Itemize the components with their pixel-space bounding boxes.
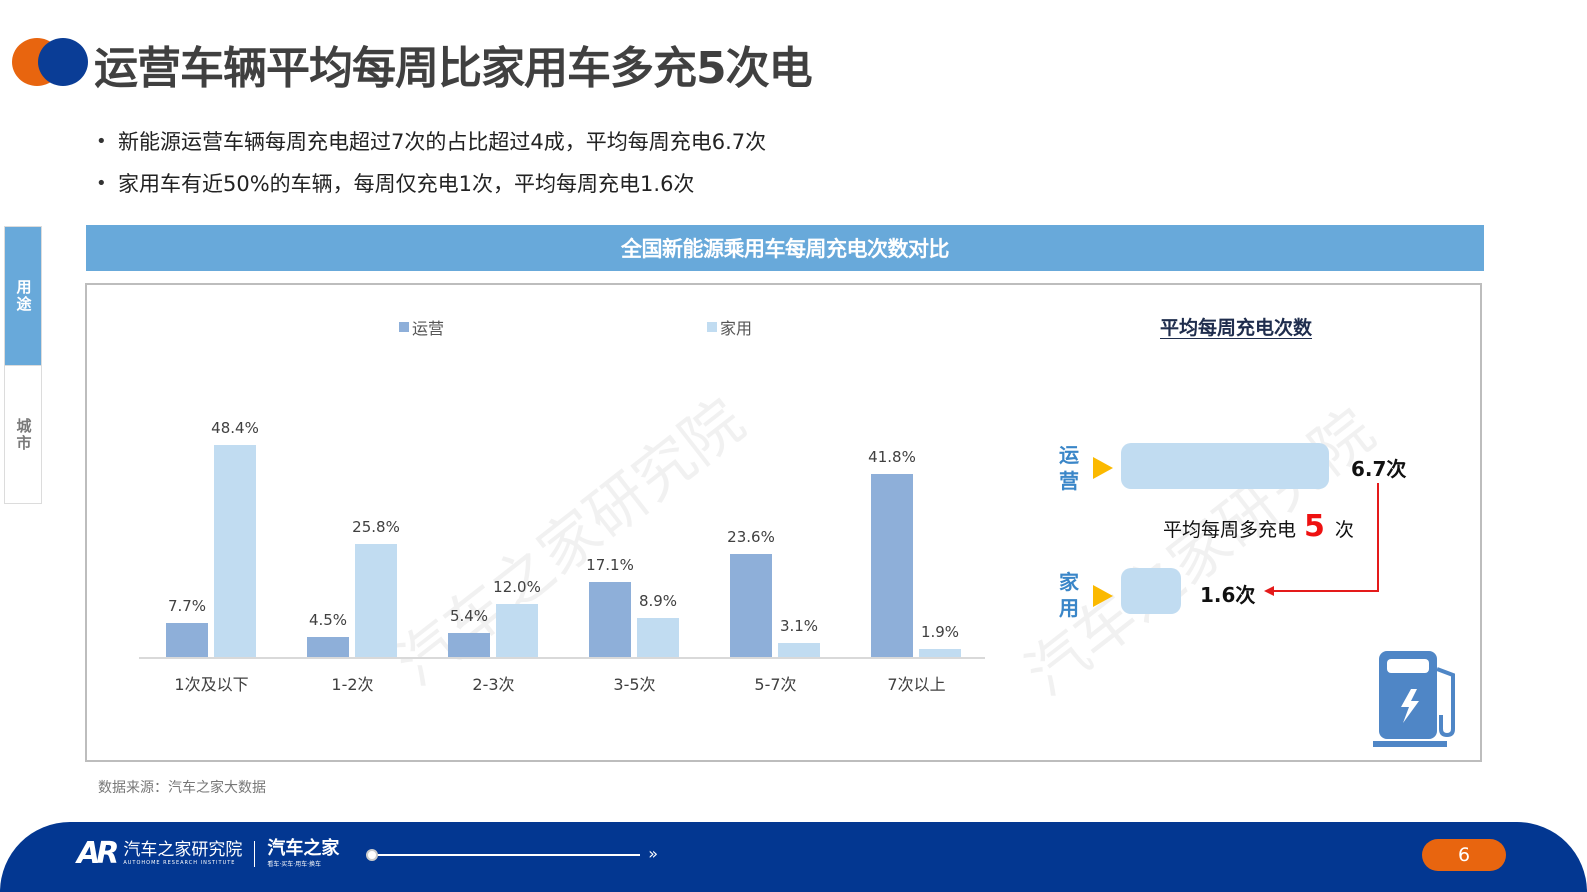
bar-group: 4.5% 25.8%: [280, 343, 421, 657]
bar-value-label: 41.8%: [868, 447, 916, 466]
slide-progress: »: [366, 844, 658, 863]
legend-item-operating: 运营: [399, 315, 444, 339]
side-tab-label: 用途: [14, 279, 33, 313]
x-axis-category-label: 5-7次: [754, 675, 797, 694]
row-label-operating: 运 营: [1057, 442, 1081, 494]
bar-private: [496, 604, 538, 657]
footer-divider: [254, 840, 256, 867]
brand-name: 汽车之家: [267, 838, 340, 859]
bar-operating: [589, 582, 631, 657]
x-axis-category-label: 2-3次: [472, 675, 515, 694]
brand-slogan: 看车·买车·用车·换车: [267, 861, 322, 868]
progress-knob-icon: [366, 849, 378, 861]
row-label-char: 营: [1059, 469, 1079, 493]
bar-group: 23.6% 3.1%: [703, 343, 844, 657]
bullet-text: 新能源运营车辆每周充电超过7次的占比超过4成，平均每周充电6.7次: [118, 130, 767, 154]
bar-operating: [448, 633, 490, 657]
bar-value-label: 1.9%: [920, 622, 960, 641]
org-english-name: AUTOHOME RESEARCH INSTITUTE: [123, 860, 236, 866]
legend-swatch: [399, 322, 409, 332]
avg-bar-operating: [1121, 443, 1329, 489]
row-label-private: 家 用: [1057, 569, 1081, 621]
bar-private: [637, 618, 679, 657]
legend-label: 家用: [720, 319, 753, 338]
ar-logo-icon: AR: [77, 836, 119, 871]
row-label-char: 用: [1059, 596, 1079, 620]
bar-value-label: 12.0%: [493, 578, 541, 597]
bar-private: [355, 544, 397, 657]
diff-suffix: 次: [1334, 519, 1354, 541]
side-tab-label: 城市: [14, 417, 33, 452]
chart-frame: 汽车之家研究院 汽车之家研究院 运营 家用 7.7% 48.4% 1次及以下 4.5%…: [85, 283, 1482, 762]
connector-line: [1377, 483, 1379, 592]
row-label-char: 家: [1059, 570, 1079, 594]
bar-chart-plot: 7.7% 48.4% 1次及以下 4.5% 25.8% 1-2次 5.4% 12.0% 2-3次…: [139, 343, 985, 694]
bar-value-label: 48.4%: [211, 419, 259, 437]
bar-operating: [730, 553, 772, 657]
brand-block: 汽车之家 看车·买车·用车·换车: [267, 838, 340, 869]
bar-group: 17.1% 8.9%: [562, 343, 703, 657]
side-tab-usage[interactable]: 用途: [5, 227, 41, 365]
summary-bullets: • 新能源运营车辆每周充电超过7次的占比超过4成，平均每周充电6.7次 • 家用…: [96, 120, 766, 204]
org-block: 汽车之家研究院 AUTOHOME RESEARCH INSTITUTE: [123, 840, 243, 867]
legend-label: 运营: [412, 319, 445, 338]
triangle-pointer-icon: [1093, 585, 1113, 607]
side-tabs: 用途 城市: [4, 226, 42, 504]
progress-line: [378, 854, 640, 856]
footer-logo: AR 汽车之家研究院 AUTOHOME RESEARCH INSTITUTE 汽…: [77, 836, 339, 871]
chart-banner: 全国新能源乘用车每周充电次数对比: [86, 225, 1484, 271]
x-axis-category-label: 7次以上: [887, 675, 946, 694]
avg-diff-text: 平均每周多充电 5 次: [1163, 509, 1354, 544]
bar-value-label: 25.8%: [352, 518, 400, 536]
bar-group: 7.7% 48.4%: [139, 343, 280, 657]
x-axis-category-label: 1次及以下: [174, 675, 249, 694]
bar-value-label: 8.9%: [638, 592, 678, 611]
blue-dot-icon: [38, 38, 88, 86]
page-number-badge: 6: [1422, 839, 1506, 871]
connector-line: [1272, 590, 1379, 592]
bar-group: 41.8% 1.9%: [844, 343, 985, 657]
data-source-note: 数据来源：汽车之家大数据: [98, 780, 266, 796]
legend-item-private: 家用: [707, 315, 752, 339]
side-tab-city[interactable]: 城市: [5, 365, 41, 503]
footer-bar: AR 汽车之家研究院 AUTOHOME RESEARCH INSTITUTE 汽…: [0, 822, 1587, 892]
bar-private: [214, 445, 256, 657]
avg-bar-private: [1121, 568, 1181, 614]
bar-value-label: 5.4%: [449, 607, 489, 626]
legend-swatch: [707, 322, 717, 332]
bar-operating: [871, 473, 913, 657]
x-axis-category-label: 1-2次: [331, 675, 374, 694]
bar-value-label: 4.5%: [308, 611, 348, 630]
arrow-left-icon: [1264, 586, 1274, 596]
bar-private: [919, 648, 961, 657]
title-logo-dots: [12, 38, 88, 86]
bar-private: [778, 643, 820, 657]
bar-operating: [166, 623, 208, 657]
row-label-char: 运: [1059, 443, 1079, 467]
triangle-pointer-icon: [1093, 457, 1113, 479]
bar-value-label: 7.7%: [167, 597, 207, 616]
bullet-dot-icon: •: [96, 130, 107, 152]
bar-value-label: 17.1%: [586, 556, 634, 575]
bar-value-label: 23.6%: [727, 527, 775, 546]
bullet-item: • 新能源运营车辆每周充电超过7次的占比超过4成，平均每周充电6.7次: [96, 120, 766, 162]
avg-value-operating: 6.7次: [1351, 457, 1407, 481]
bar-group: 5.4% 12.0%: [421, 343, 562, 657]
avg-value-private: 1.6次: [1200, 583, 1256, 607]
bullet-item: • 家用车有近50%的车辆，每周仅充电1次，平均每周充电1.6次: [96, 162, 766, 204]
diff-value: 5: [1304, 509, 1325, 544]
bar-value-label: 3.1%: [779, 617, 819, 636]
page-title: 运营车辆平均每周比家用车多充5次电: [94, 43, 813, 94]
x-axis-category-label: 3-5次: [613, 675, 656, 694]
avg-panel-title: 平均每周充电次数: [1160, 317, 1313, 339]
double-chevron-right-icon: »: [648, 844, 658, 863]
diff-prefix: 平均每周多充电: [1163, 519, 1297, 541]
watermark: 汽车之家研究院: [1013, 395, 1388, 710]
charging-station-icon: [1373, 651, 1455, 747]
bullet-text: 家用车有近50%的车辆，每周仅充电1次，平均每周充电1.6次: [118, 172, 695, 196]
bullet-dot-icon: •: [96, 172, 107, 194]
bar-operating: [307, 637, 349, 657]
x-axis-line: [139, 657, 985, 659]
org-name: 汽车之家研究院: [123, 840, 243, 860]
